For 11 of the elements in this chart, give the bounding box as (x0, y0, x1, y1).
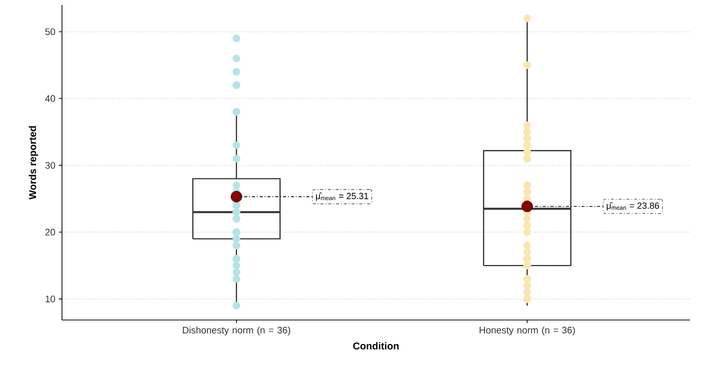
x-tick-label: Honesty norm (n = 36) (480, 326, 575, 336)
annotation: μ̂$_{mean}$ = 25.31 (316, 192, 368, 201)
x-axis-title: Condition (353, 342, 399, 350)
y-tick-label: 20 (45, 228, 56, 236)
y-tick-label: 40 (45, 95, 56, 102)
x-tick-label: Dishonesty norm (n = 36) (182, 326, 290, 336)
y-tick-label: 50 (45, 28, 56, 36)
y-tick-label: 10 (46, 296, 56, 302)
annotation: μ̂$_{mean}$ = 23.86 (606, 202, 660, 210)
y-axis-title: Words reported (28, 126, 38, 200)
y-tick-label: 30 (45, 162, 56, 169)
